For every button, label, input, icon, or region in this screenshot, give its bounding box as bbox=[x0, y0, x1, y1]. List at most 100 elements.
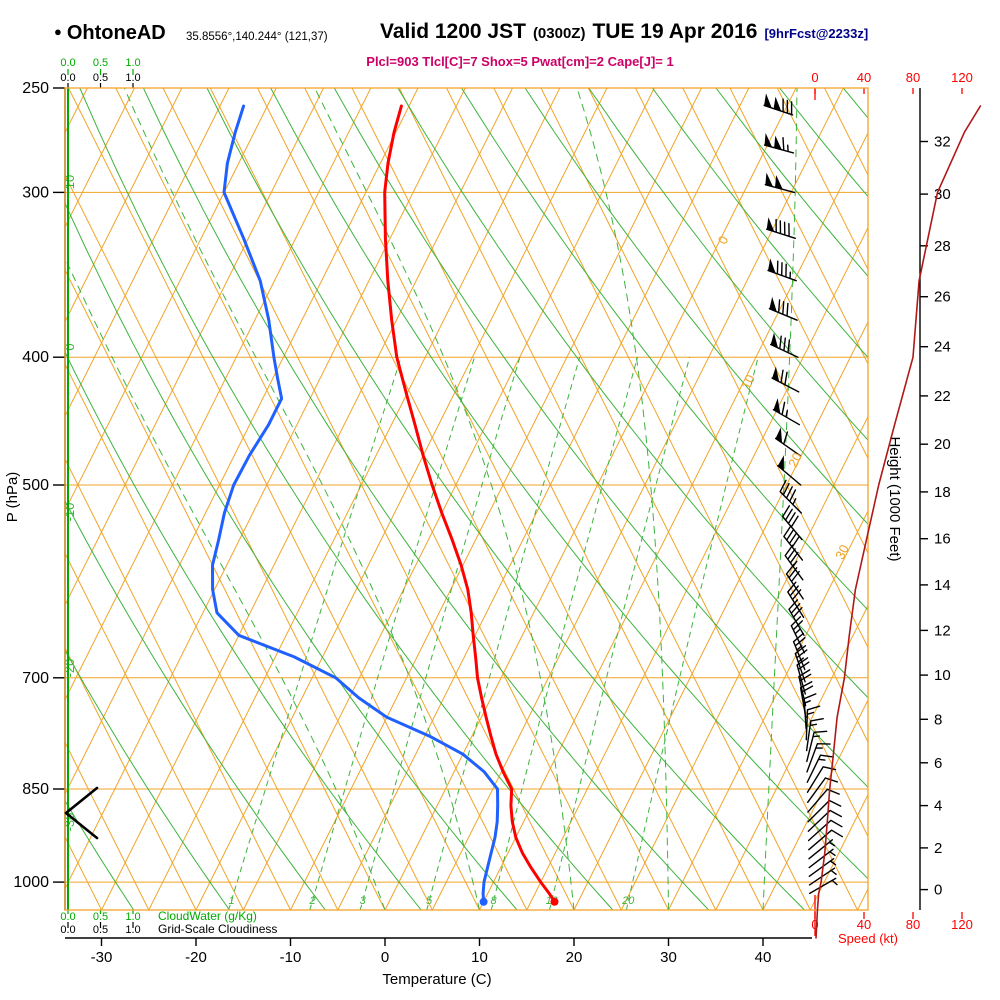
height-tick-label: 16 bbox=[934, 531, 951, 548]
moist-adiabat-line bbox=[762, 88, 798, 910]
skew-grid-line bbox=[824, 88, 868, 177]
pressure-tick-label: 850 bbox=[22, 781, 49, 798]
station-coords: 35.8556°,140.244° (121,37) bbox=[186, 31, 328, 43]
speed-tick-label-bottom: 80 bbox=[906, 917, 920, 932]
skew-grid-line bbox=[65, 363, 339, 910]
height-tick-label: 32 bbox=[934, 134, 951, 151]
isotherm-line bbox=[715, 604, 868, 910]
height-tick-label: 18 bbox=[934, 484, 951, 501]
barb-staff bbox=[808, 848, 836, 869]
pressure-tick-label: 1000 bbox=[13, 874, 49, 891]
skew-grid-line bbox=[398, 88, 811, 910]
isotherm-line bbox=[526, 226, 868, 910]
valid-time-header: Valid 1200 JST (0300Z) TUE 19 Apr 2016 [… bbox=[380, 20, 868, 44]
barb-staff bbox=[772, 401, 801, 426]
height-tick-label: 2 bbox=[934, 840, 942, 857]
axes-and-labels: 1235812202503004005007008501000P (hPa)-3… bbox=[4, 57, 973, 988]
barb-staff bbox=[808, 858, 837, 877]
clo​udwater-scale-label-top: 0.5 bbox=[93, 57, 108, 69]
skew-grid-line bbox=[635, 88, 868, 555]
height-tick-label: 24 bbox=[934, 339, 951, 356]
skew-grid-line bbox=[682, 88, 868, 460]
clo​udwater-scale-label-top: 1.0 bbox=[125, 57, 140, 69]
station-name: OhtoneAD bbox=[66, 22, 166, 44]
height-tick-label: 28 bbox=[934, 238, 951, 255]
green-grid bbox=[65, 88, 868, 910]
pressure-tick-label: 700 bbox=[22, 670, 49, 687]
barb-staff bbox=[806, 754, 834, 783]
barb-staff bbox=[763, 98, 794, 116]
wind-barb bbox=[764, 172, 795, 194]
wind-barb bbox=[807, 799, 842, 823]
wind-barb bbox=[806, 730, 828, 763]
isotherm-line bbox=[431, 88, 844, 910]
isotherm-line bbox=[620, 415, 868, 910]
wind-barb bbox=[806, 743, 831, 773]
height-tick-label: 10 bbox=[934, 667, 951, 684]
mixing-ratio-label: 1 bbox=[228, 895, 234, 907]
cloudiness-scale-label-bottom: 0.0 bbox=[60, 924, 75, 936]
temperature-tick-label: 0 bbox=[381, 949, 389, 966]
cloudiness-scale-label-top: 0.5 bbox=[93, 72, 108, 84]
cloudiness-scale-label-bottom: 1.0 bbox=[125, 924, 140, 936]
valid-date: TUE 19 Apr 2016 bbox=[592, 20, 758, 43]
barb-staff bbox=[763, 137, 795, 154]
dry-adiabat-line bbox=[524, 88, 868, 525]
barb-pennant bbox=[774, 135, 782, 150]
dry-adiabat-line bbox=[65, 350, 422, 910]
speed-tick-label-top: 80 bbox=[906, 70, 920, 85]
pressure-tick-label: 250 bbox=[22, 80, 49, 97]
skew-grid-line bbox=[68, 88, 480, 910]
height-tick-label: 8 bbox=[934, 711, 942, 728]
barb-pennant bbox=[775, 175, 783, 190]
cloudiness-scale-label-top: 1.0 bbox=[125, 72, 140, 84]
barb-staff bbox=[806, 730, 828, 763]
barb-staff bbox=[792, 632, 806, 671]
barb-staff bbox=[805, 718, 824, 752]
dry-adiabat-line bbox=[65, 649, 230, 910]
mixing-ratio-line bbox=[309, 356, 475, 910]
profile-curves bbox=[211, 104, 556, 904]
barb-staff bbox=[770, 335, 799, 358]
surface-temp-dot bbox=[550, 897, 559, 906]
speed-tick-label-bottom: 120 bbox=[951, 917, 973, 932]
isotherm-line bbox=[762, 698, 868, 910]
dry-adiabat-line bbox=[651, 88, 868, 359]
wind-barb bbox=[807, 809, 842, 832]
barb-staff bbox=[805, 705, 821, 741]
speed-tick-label-bottom: 40 bbox=[857, 917, 871, 932]
pressure-tick-label: 400 bbox=[22, 349, 49, 366]
barb-pennant bbox=[766, 217, 775, 232]
plot-border bbox=[64, 87, 869, 911]
mixing-ratio-label: 8 bbox=[490, 895, 497, 907]
wind-barb bbox=[806, 754, 834, 783]
dry-adiabat-line bbox=[270, 88, 868, 880]
wind-barb bbox=[783, 525, 804, 561]
valid-time: Valid 1200 JST bbox=[380, 20, 526, 43]
barb-staff bbox=[785, 563, 804, 600]
dry-adiabat-label: -20 bbox=[62, 659, 77, 678]
isotherm-line bbox=[65, 88, 135, 229]
wind-barb bbox=[805, 718, 824, 752]
speed-tick-label-top: 120 bbox=[951, 70, 973, 85]
speed-axis-title: Speed (kt) bbox=[838, 931, 898, 946]
isotherm-line bbox=[384, 88, 797, 910]
dry-adiabat-line bbox=[79, 88, 614, 910]
height-tick-label: 4 bbox=[934, 798, 942, 815]
barb-staff bbox=[766, 218, 796, 239]
barb-staff bbox=[794, 645, 808, 683]
height-tick-label: 14 bbox=[934, 577, 951, 594]
wind-barb bbox=[763, 133, 795, 154]
dry-adiabat-line bbox=[461, 88, 868, 611]
speed-tick-label-top: 0 bbox=[811, 70, 818, 85]
barb-staff bbox=[799, 681, 814, 718]
barb-staff bbox=[807, 799, 842, 823]
barb-staff bbox=[771, 369, 800, 393]
wind-barb bbox=[763, 93, 794, 116]
moist-adiabat-line bbox=[123, 88, 480, 910]
mixing-ratio-line bbox=[359, 356, 521, 910]
height-tick-label: 6 bbox=[934, 755, 942, 772]
barb-pennant bbox=[773, 96, 782, 112]
